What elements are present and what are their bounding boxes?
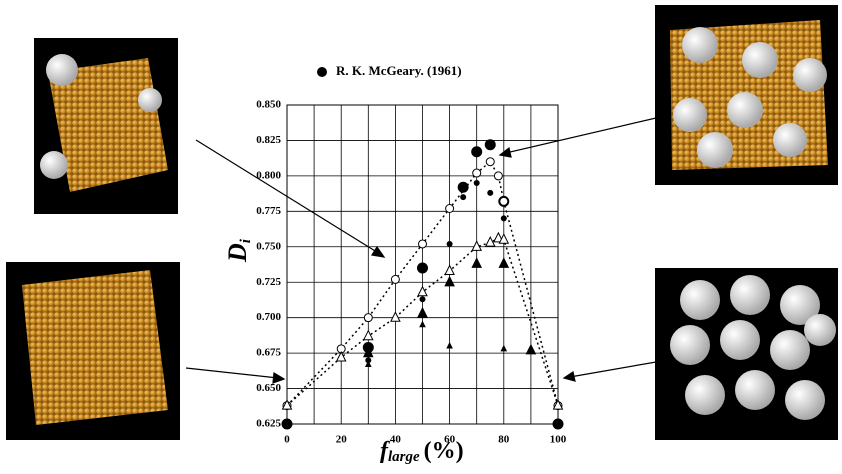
point [390,274,400,284]
point [487,189,494,196]
point [444,264,455,275]
y-axis-label: Di [223,238,254,263]
point [362,346,374,358]
point [457,181,469,193]
point [460,194,467,201]
x-tick-label: 100 [550,434,567,446]
x-tick-label: 80 [498,434,510,446]
point [419,320,426,328]
x-label-main: f [380,438,390,464]
point [363,313,373,323]
point [419,296,426,303]
point [485,157,495,167]
y-tick-label: 0.700 [256,311,281,323]
plot: 0.625 0.650 0.675 0.700 0.725 0.750 0.775 0.800… [256,99,567,446]
y-tick-label: 0.725 [256,276,281,288]
point [362,329,374,341]
y-tick-label: 0.675 [256,347,281,359]
image-top-left [34,38,178,214]
point [335,350,347,362]
point [498,233,510,244]
point [552,418,564,430]
x-label-suffix: (%) [424,438,464,464]
x-axis-label: flarge (%) [380,438,464,466]
point [390,311,401,322]
point [493,171,503,181]
y-tick-label: 0.750 [256,240,281,252]
point [499,196,509,206]
y-tick-label: 0.625 [256,418,281,430]
y-tick-label: 0.775 [256,205,281,217]
point [417,306,428,318]
point [500,215,507,222]
point [484,236,496,247]
point [552,399,564,410]
point [446,341,453,349]
point [498,257,510,268]
image-top-right [655,5,838,185]
legend-label: R. K. McGeary. (1961) [336,63,462,78]
legend-marker [317,67,327,77]
image-bottom-right [655,268,838,440]
point [444,275,455,287]
x-tick-label: 40 [390,434,402,446]
y-label-main: D [223,243,252,263]
x-tick-label: 0 [284,434,290,446]
y-tick-label: 0.650 [256,382,281,394]
point [446,240,453,247]
y-tick-label: 0.800 [256,169,281,181]
image-bottom-left [6,262,180,440]
point [417,285,428,297]
point [473,179,480,186]
point [281,418,293,430]
x-tick-label: 60 [444,434,456,446]
y-label-sub: i [238,238,254,243]
point [471,257,483,268]
y-tick-label: 0.825 [256,134,281,146]
point [472,168,482,178]
point [281,399,293,410]
point [417,262,428,274]
point [525,343,537,355]
point [418,239,427,249]
point [471,240,483,251]
point [484,139,496,151]
x-label-sub: large [388,449,420,465]
point [471,146,483,158]
point [500,344,508,352]
point [364,360,372,367]
point [445,203,455,213]
x-tick-label: 20 [336,434,348,446]
arrows [185,117,657,384]
y-tick-label: 0.850 [256,99,281,111]
